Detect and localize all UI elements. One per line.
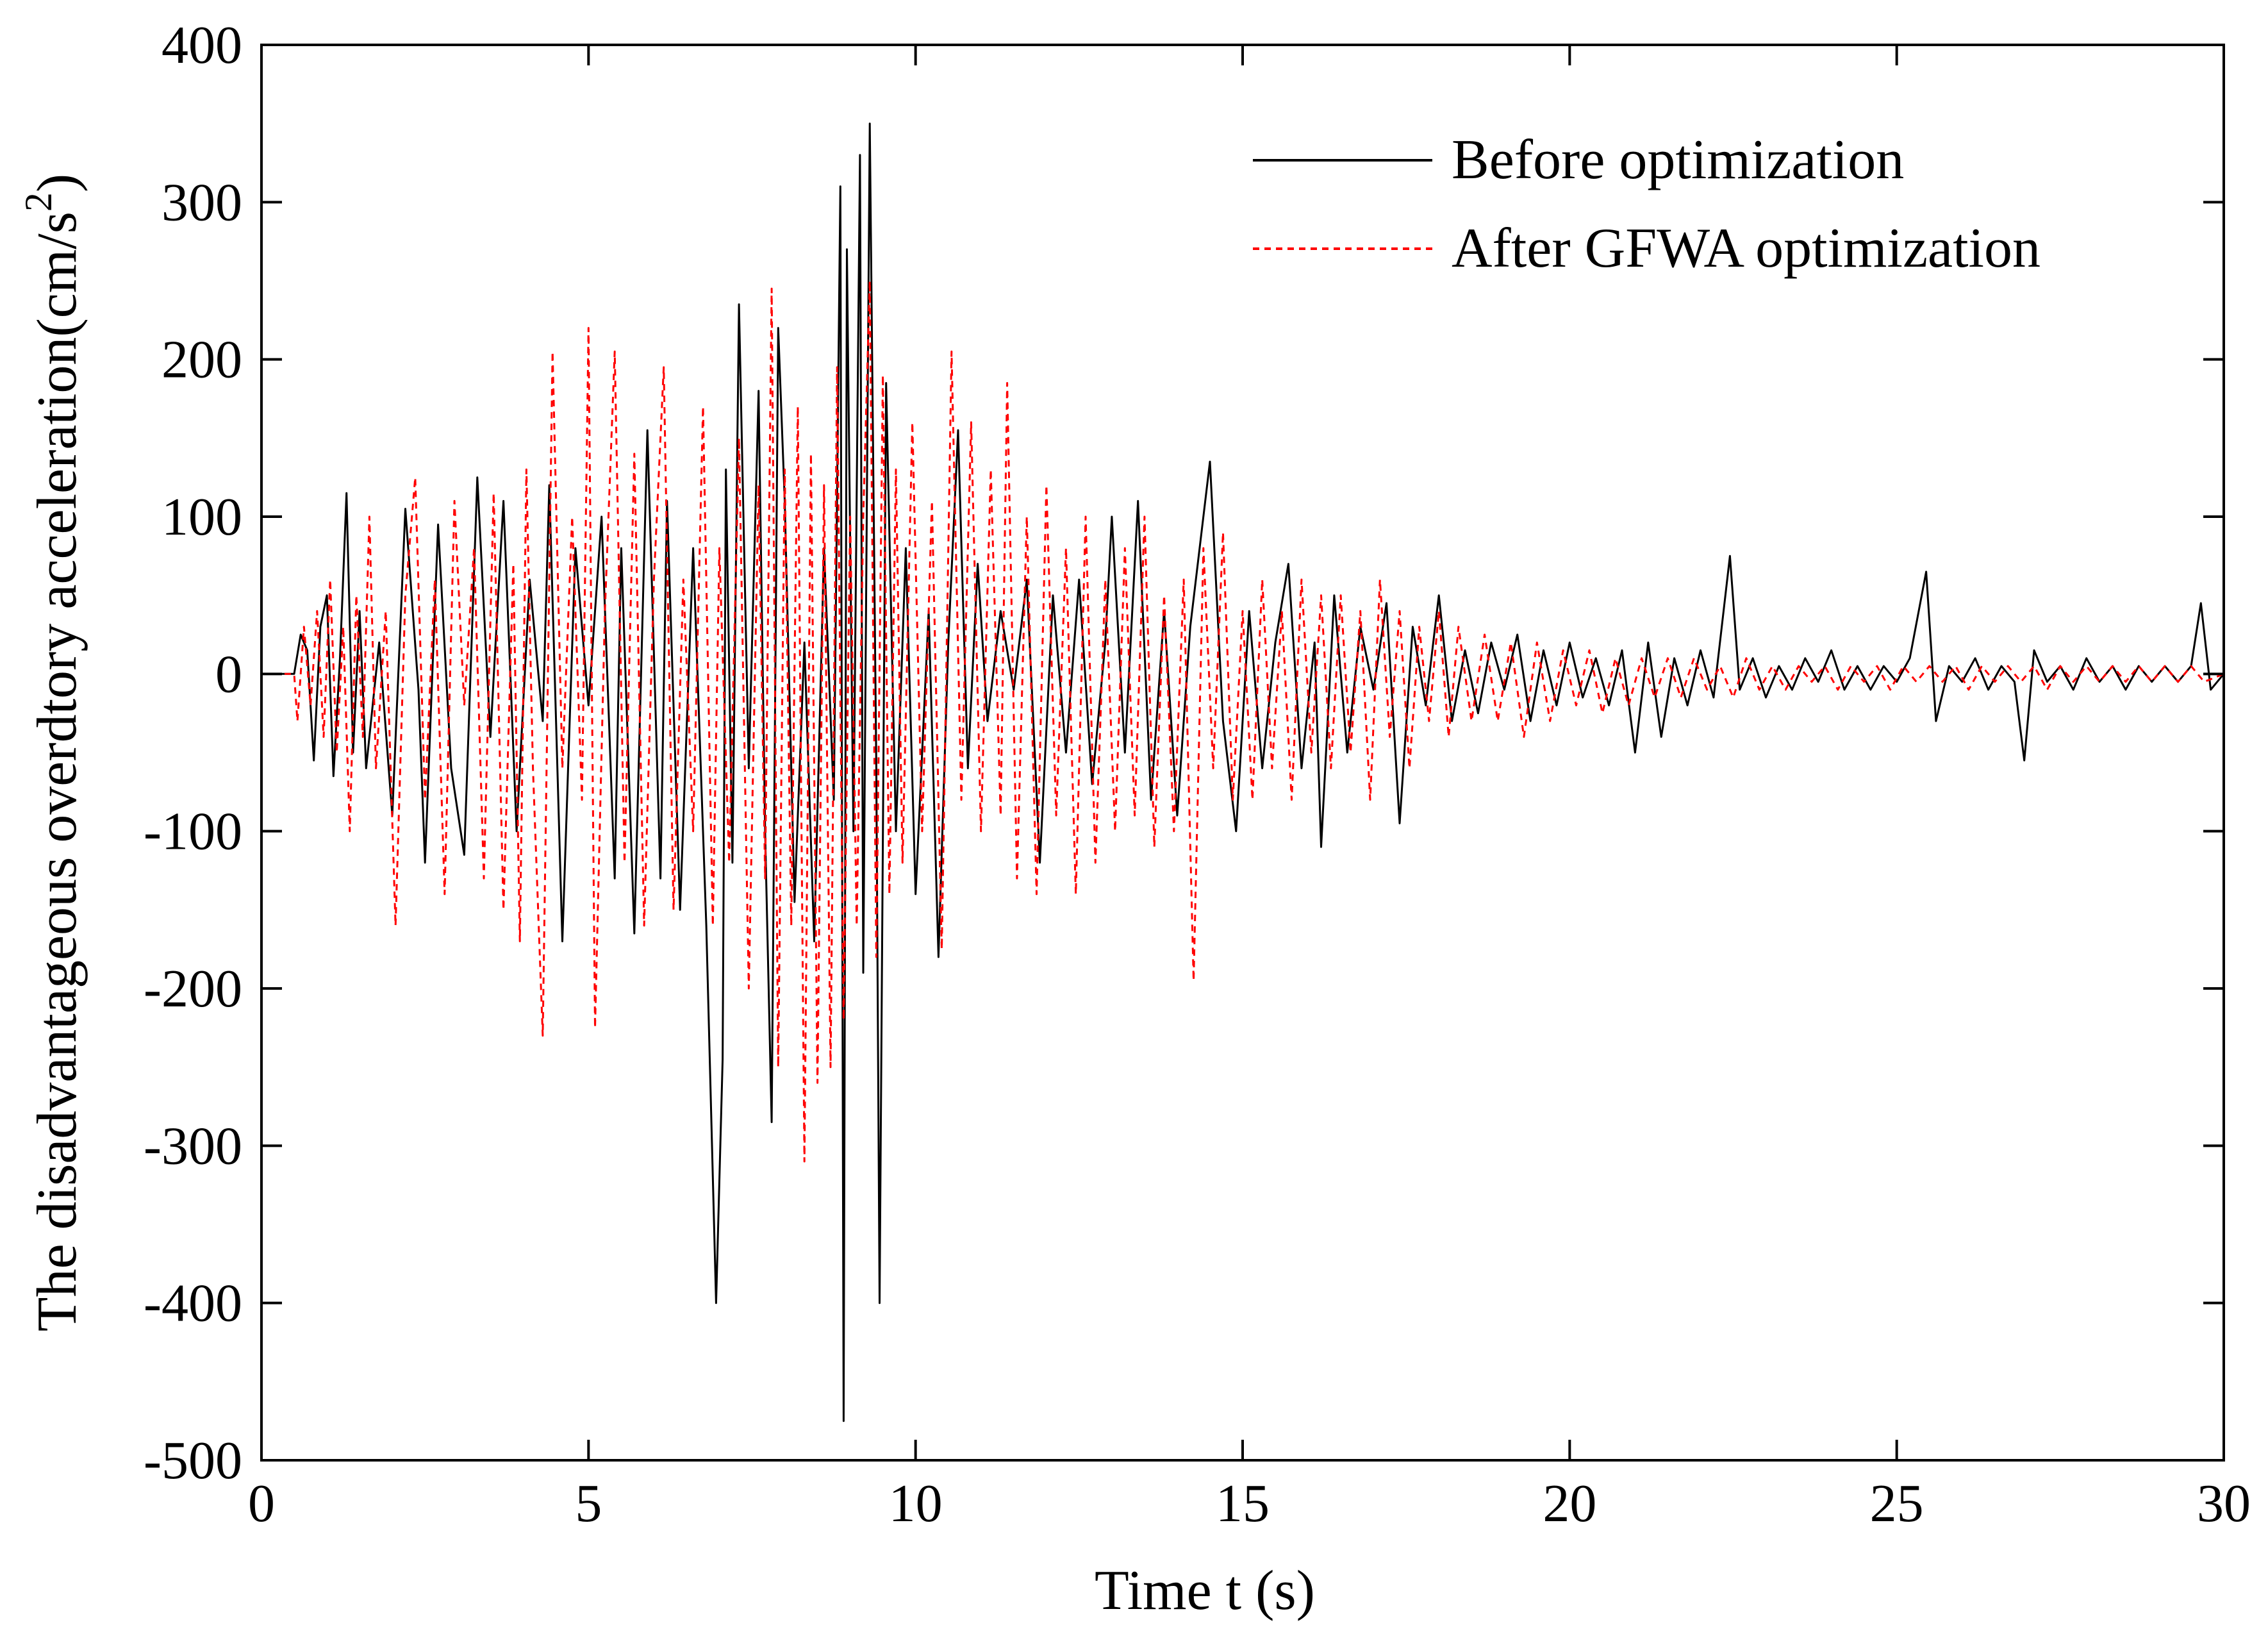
legend-label-before: Before optimization [1452,129,1904,191]
x-tick-label: 25 [1870,1474,1924,1533]
x-tick-label: 0 [248,1474,275,1533]
x-tick-label: 10 [889,1474,943,1533]
legend-label-after: After GFWA optimization [1452,217,2040,279]
y-tick-label: 300 [161,172,242,232]
series-line-after-gfwa-optimization [261,279,2224,1163]
y-axis-title-superscript: 2 [17,192,60,212]
x-tick-labels: 0 5 10 15 20 25 30 [248,1474,2251,1533]
series-line-before-optimization [261,122,2225,1422]
legend: Before optimization After GFWA optimizat… [1253,129,2040,279]
y-axis-title-main: The disadvantageous overdtory accelerati… [26,212,88,1331]
x-tick-label: 15 [1216,1474,1270,1533]
y-tick-label: 100 [161,487,242,547]
x-tick-label: 20 [1543,1474,1596,1533]
x-axis-title: Time t (s) [1095,1560,1315,1622]
y-tick-labels: 400 300 200 100 0 -100 -200 -300 -400 -500 [144,15,242,1490]
y-tick-label: -400 [144,1274,242,1333]
y-tick-label: -300 [144,1116,242,1176]
series-layer [261,122,2225,1422]
x-tick-label: 30 [2197,1474,2251,1533]
y-tick-label: 400 [161,15,242,75]
y-tick-label: -500 [144,1431,242,1490]
y-tick-label: -200 [144,959,242,1019]
y-tick-label: -100 [144,802,242,862]
y-axis-title-close: ) [26,174,88,192]
tick-layer [260,44,2225,1462]
y-tick-label: 200 [161,330,242,390]
y-tick-label: 0 [215,644,242,704]
y-axis-title: The disadvantageous overdtory accelerati… [17,174,88,1331]
x-tick-label: 5 [575,1474,602,1533]
